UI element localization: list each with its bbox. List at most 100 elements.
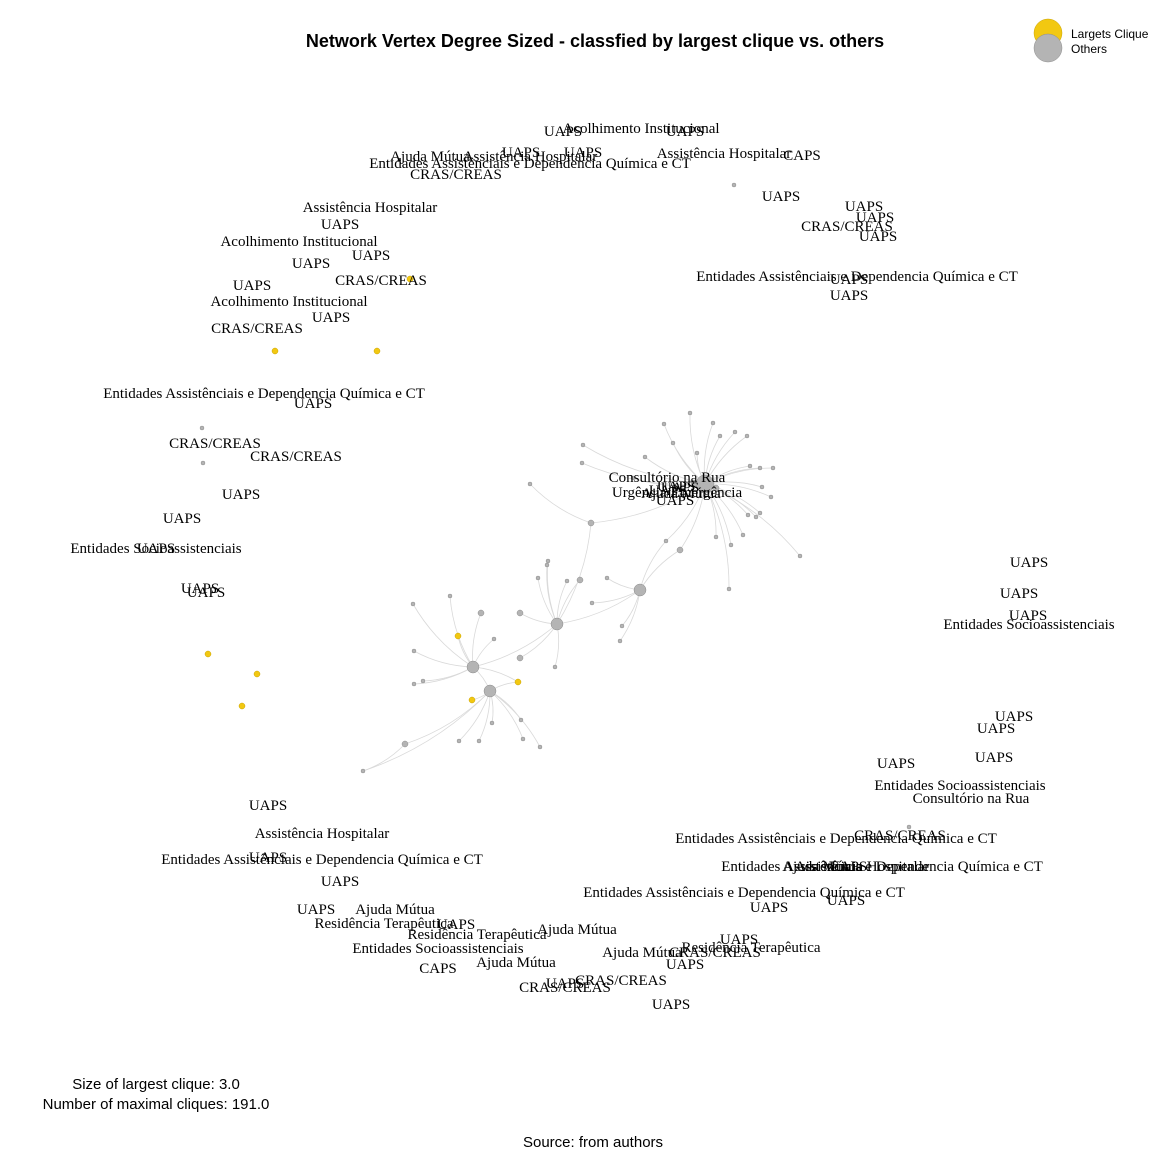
network-edge — [362, 743, 406, 772]
node-label: UAPS — [249, 850, 287, 866]
other-node — [740, 532, 746, 538]
network-edge — [412, 603, 474, 668]
node-label: UAPS — [995, 709, 1033, 725]
node-label: UAPS — [294, 396, 332, 412]
network-edge — [556, 579, 581, 625]
other-node — [589, 600, 595, 606]
node-label: UAPS — [321, 217, 359, 233]
other-node — [757, 465, 763, 471]
other-node — [580, 442, 586, 448]
node-label: Entidades Assistênciais e Dependencia Qu… — [583, 885, 905, 901]
node-label: Acolhimento Institucional — [562, 121, 719, 137]
node-label: UAPS — [564, 145, 602, 161]
node-label: Consultório na Rua — [609, 470, 726, 486]
other-node — [411, 681, 417, 687]
node-label: Ajuda Mútua — [476, 955, 556, 971]
other-node — [728, 542, 734, 548]
other-node — [676, 546, 684, 554]
other-node — [663, 538, 669, 544]
other-node — [576, 576, 584, 584]
other-node — [456, 738, 462, 744]
node-label: UAPS — [1000, 586, 1038, 602]
node-label: Entidades Assistênciais e Dependencia Qu… — [696, 269, 1018, 285]
node-label: UAPS — [877, 756, 915, 772]
other-node — [544, 562, 550, 568]
node-label: Entidades Socioassistenciais — [70, 541, 241, 557]
clique-node — [373, 347, 381, 355]
other-node — [661, 421, 667, 427]
node-label: UAPS — [502, 145, 540, 161]
node-label: UAPS — [859, 229, 897, 245]
node-label: UAPS — [137, 541, 175, 557]
other-node — [768, 494, 774, 500]
network-edge — [362, 690, 491, 772]
other-node — [360, 768, 366, 774]
node-label: UAPS — [352, 248, 390, 264]
other-node — [401, 740, 409, 748]
other-node — [535, 575, 541, 581]
node-label: Assistência Hospitalar — [255, 826, 390, 842]
node-label: Entidades Socioassistenciais — [352, 941, 523, 957]
node-label: CRAS/CREAS — [169, 436, 261, 452]
other-node — [491, 636, 497, 642]
node-label: Residência Terapêutica — [407, 927, 546, 943]
node-label: Ajuda Mútua — [602, 945, 682, 961]
node-label: Acolhimento Institucional — [210, 294, 367, 310]
other-node — [726, 586, 732, 592]
node-label: UAPS — [829, 859, 867, 875]
nodes-layer — [199, 182, 912, 830]
legend: Largets Clique Others — [1033, 18, 1149, 63]
node-label: CRAS/CREAS — [211, 321, 303, 337]
node-label: UAPS — [321, 874, 359, 890]
network-edge — [639, 549, 681, 591]
node-label: UAPS — [657, 479, 695, 495]
other-node — [744, 433, 750, 439]
node-label: CAPS — [783, 148, 821, 164]
node-label: UAPS — [649, 483, 687, 499]
node-label: Consultório na Rua — [913, 791, 1030, 807]
other-node — [520, 736, 526, 742]
node-label: UAPS — [1010, 555, 1048, 571]
other-node — [587, 519, 595, 527]
other-node — [687, 410, 693, 416]
other-node — [753, 514, 759, 520]
other-node — [199, 425, 205, 431]
other-node — [690, 479, 698, 487]
largest-clique-stat: Size of largest clique: 3.0 — [72, 1076, 240, 1093]
other-node — [516, 654, 524, 662]
node-label: UAPS — [544, 124, 582, 140]
other-node — [732, 429, 738, 435]
other-node — [604, 575, 610, 581]
node-label: Assistência Hospitalar — [303, 200, 438, 216]
network-edge — [590, 483, 706, 524]
maximal-cliques-stat: Number of maximal cliques: 191.0 — [43, 1096, 270, 1113]
other-node — [411, 648, 417, 654]
network-edge — [422, 666, 474, 682]
other-node — [420, 678, 426, 684]
other-node — [447, 593, 453, 599]
other-node — [476, 738, 482, 744]
node-label: Ajuda Mútua — [390, 149, 470, 165]
node-label: CRAS/CREAS — [250, 449, 342, 465]
clique-node — [454, 632, 462, 640]
node-label: Urgência/Emergência — [612, 485, 743, 501]
network-edge — [556, 589, 641, 625]
node-label: Entidades Assistênciais e Dependencia Qu… — [161, 852, 483, 868]
network-edge — [472, 666, 519, 683]
other-node — [545, 558, 551, 564]
network-edge — [591, 589, 641, 604]
node-label: UAPS — [830, 288, 868, 304]
node-label: CRAS/CREAS — [669, 945, 761, 961]
edges-layer — [362, 412, 801, 772]
clique-node — [406, 275, 414, 283]
node-label: UAPS — [437, 917, 475, 933]
node-label: Assistência Hospitalar — [795, 859, 930, 875]
network-edge — [489, 690, 524, 740]
node-label: Ajuda Mútua — [782, 859, 862, 875]
other-node — [579, 460, 585, 466]
network-edge — [704, 483, 730, 590]
other-node — [731, 182, 737, 188]
node-label: UAPS — [661, 480, 699, 496]
